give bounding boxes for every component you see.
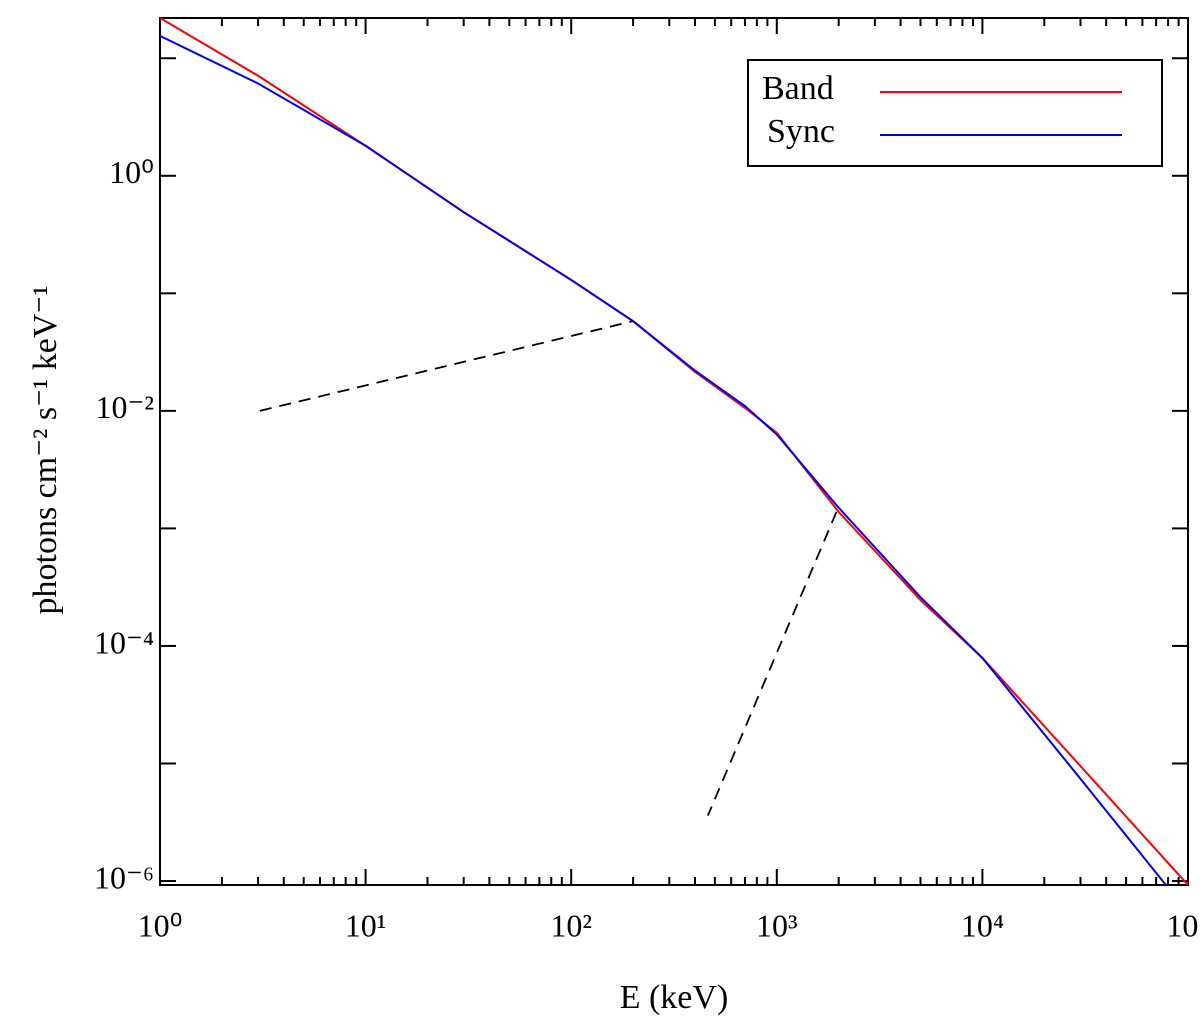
- x-tick-label: 10³: [756, 907, 798, 943]
- x-tick-label: 10⁴: [961, 907, 1004, 943]
- x-tick-label: 10¹: [345, 907, 387, 943]
- x-axis-title: E (keV): [620, 979, 729, 1016]
- legend-label: Band: [762, 70, 834, 107]
- y-tick-label: 10⁰: [109, 154, 154, 190]
- dashed-line: [259, 320, 634, 412]
- y-tick-label: 10⁻⁶: [94, 859, 154, 895]
- plot-frame: [159, 17, 1189, 886]
- y-tick-label: 10⁻²: [96, 389, 154, 425]
- legend-label: Sync: [767, 113, 835, 150]
- dashed-line: [707, 511, 838, 816]
- y-tick-label: 10⁻⁴: [94, 624, 154, 660]
- legend-box: [747, 59, 1163, 167]
- plot-area: [160, 18, 1188, 885]
- series-line: [160, 34, 1168, 885]
- y-axis-title: photons cm⁻² s⁻¹ keV⁻¹: [27, 285, 64, 614]
- x-tick-label: 10⁰: [138, 907, 183, 943]
- x-tick-label: 10⁵: [1166, 907, 1200, 943]
- x-tick-label: 10²: [550, 907, 592, 943]
